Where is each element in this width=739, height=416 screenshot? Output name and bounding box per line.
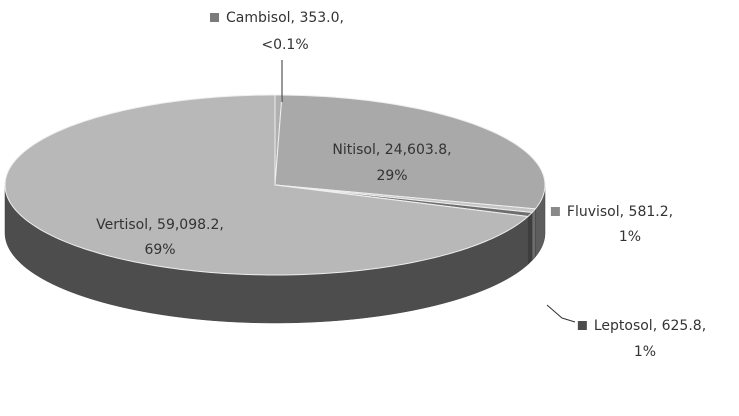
separator: ,: [148, 217, 157, 233]
legend-key: [210, 13, 220, 22]
value-label: 24,603.8: [385, 142, 447, 158]
separator: ,: [620, 204, 629, 220]
percent-label: 69%: [144, 242, 175, 258]
category-label: Nitisol: [332, 142, 376, 158]
value-label: 59,098.2: [157, 217, 219, 233]
separator: ,: [291, 10, 300, 26]
separator: ,: [340, 10, 344, 26]
data-label: Leptosol, 625.8,: [594, 318, 706, 334]
percent-label: <0.1%: [261, 37, 308, 53]
pie-slice: [274, 94, 546, 210]
percent-label: 1%: [634, 344, 656, 360]
value-label: 581.2: [629, 204, 669, 220]
percent-label: 1%: [619, 229, 641, 245]
data-label: Cambisol, 353.0,: [226, 10, 344, 26]
pie-slice: [4, 94, 530, 276]
legend-key: [577, 321, 587, 330]
category-label: Cambisol: [226, 10, 291, 26]
legend-key: [550, 207, 560, 216]
separator: ,: [653, 318, 662, 334]
data-label: Vertisol, 59,098.2,: [96, 217, 224, 233]
separator: ,: [669, 204, 673, 220]
separator: ,: [702, 318, 706, 334]
percent-label: 29%: [376, 168, 407, 184]
category-label: Fluvisol: [567, 204, 620, 220]
separator: ,: [447, 142, 451, 158]
pie-side: [527, 211, 533, 266]
value-label: 625.8: [662, 318, 702, 334]
category-label: Leptosol: [594, 318, 653, 334]
pie-side: [531, 208, 536, 262]
data-label: Fluvisol, 581.2,: [567, 204, 673, 220]
separator: ,: [219, 217, 223, 233]
data-label: Nitisol, 24,603.8,: [332, 142, 451, 158]
leader-line: [546, 304, 576, 323]
value-label: 353.0: [299, 10, 339, 26]
separator: ,: [376, 142, 385, 158]
category-label: Vertisol: [96, 217, 148, 233]
